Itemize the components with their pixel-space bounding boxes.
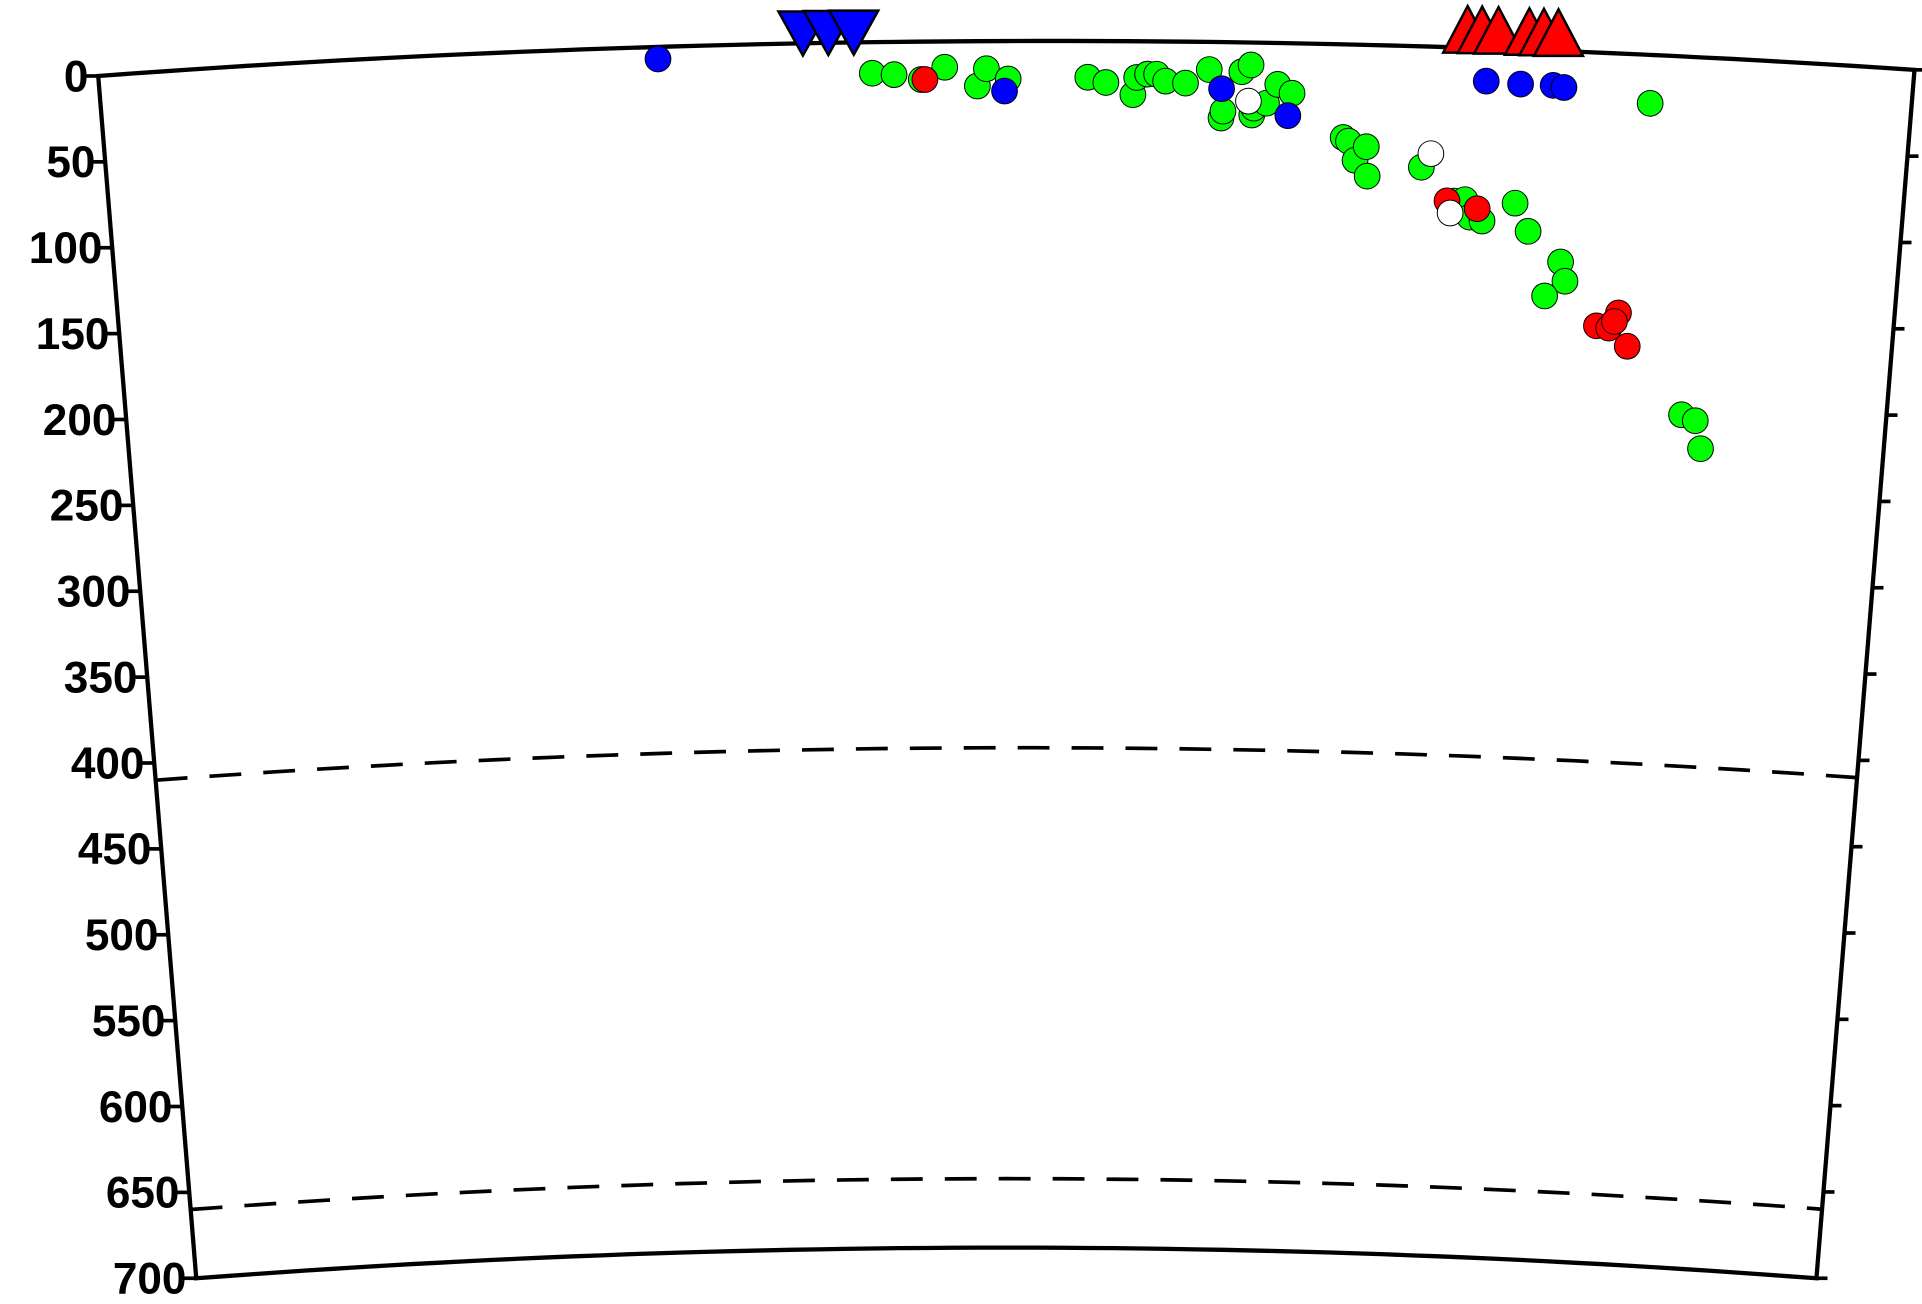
event-marker <box>1237 51 1265 79</box>
y-tick-label: 450 <box>78 825 152 874</box>
section-frame <box>95 38 1917 1281</box>
y-tick-label: 400 <box>71 739 145 788</box>
event-marker <box>1092 69 1120 96</box>
event-marker <box>1195 56 1223 83</box>
discontinuity-line <box>190 1176 1823 1212</box>
y-tick-label: 100 <box>29 224 103 273</box>
event-marker <box>1472 67 1500 95</box>
event-marker <box>1551 267 1579 295</box>
event-marker <box>1636 89 1664 117</box>
event-marker <box>1601 308 1628 335</box>
event-marker <box>1274 102 1302 130</box>
event-marker <box>1550 74 1578 101</box>
y-tick-label: 350 <box>64 653 138 702</box>
event-marker <box>1209 97 1237 125</box>
y-tick-label: 600 <box>99 1083 173 1132</box>
station-marker <box>827 9 881 58</box>
event-marker <box>1501 189 1529 217</box>
event-marker <box>1235 87 1262 115</box>
event-marker <box>644 45 672 73</box>
event-marker <box>1352 133 1380 161</box>
event-marker <box>1507 70 1534 98</box>
event-marker <box>1463 195 1491 223</box>
station-marker <box>1531 6 1586 58</box>
event-marker <box>880 61 908 89</box>
event-marker <box>1436 199 1464 227</box>
event-marker <box>1353 162 1381 190</box>
event-marker <box>1208 75 1235 103</box>
event-marker <box>931 53 959 81</box>
event-marker <box>973 55 1000 83</box>
event-marker <box>1681 407 1709 435</box>
event-marker <box>1278 79 1306 107</box>
y-tick-label: 200 <box>43 396 117 445</box>
event-marker <box>1687 435 1714 463</box>
y-tick-label: 300 <box>57 568 131 617</box>
event-marker <box>991 77 1018 105</box>
y-tick-label: 500 <box>85 911 159 960</box>
event-marker <box>911 66 939 93</box>
y-tick-label: 650 <box>106 1169 180 1218</box>
y-tick-label: 50 <box>46 138 95 187</box>
y-tick-label: 550 <box>92 997 166 1046</box>
event-marker <box>1531 282 1558 310</box>
event-marker <box>1514 217 1542 245</box>
event-marker <box>1172 69 1199 97</box>
discontinuity-line <box>155 745 1858 783</box>
event-marker <box>1417 140 1445 168</box>
y-tick-label: 250 <box>50 482 124 531</box>
y-tick-label: 150 <box>36 310 110 359</box>
y-tick-label: 0 <box>64 52 89 101</box>
y-tick-label: 700 <box>113 1255 187 1304</box>
event-marker <box>1613 332 1641 360</box>
